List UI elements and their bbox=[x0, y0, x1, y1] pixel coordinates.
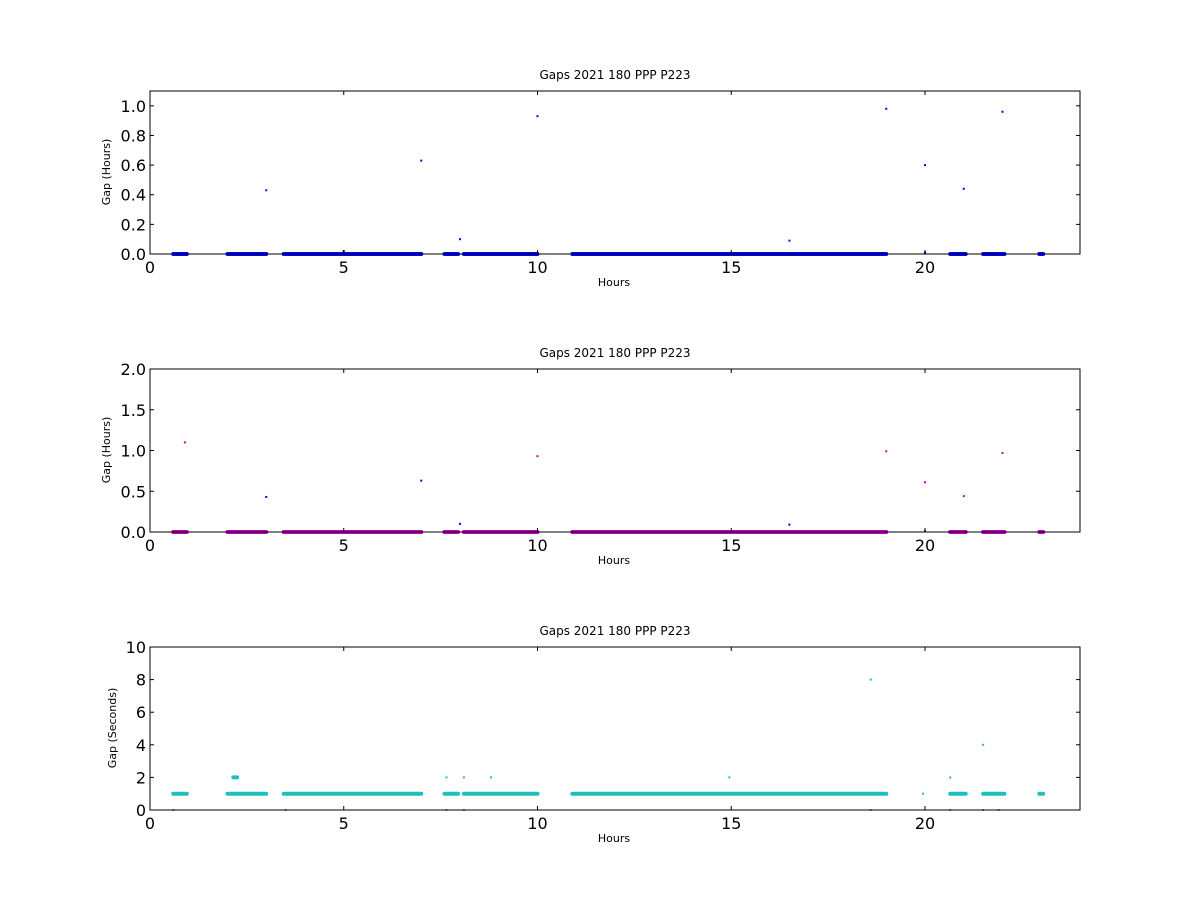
p2-xtick-label-3: 10 bbox=[527, 536, 547, 555]
p2-ytick-label-3: 1.0 bbox=[121, 442, 146, 461]
p3-series-1-point-5 bbox=[462, 776, 465, 779]
p3-ytick-label-3: 4 bbox=[136, 736, 146, 755]
p1-series-1-point-7 bbox=[885, 107, 888, 110]
p2-xtick-label-2: 5 bbox=[339, 536, 349, 555]
p1-ytick-label-4: 0.6 bbox=[121, 156, 146, 175]
p2-ytick-label-2: 0.5 bbox=[121, 482, 146, 501]
p2-ytick-label-5: 2.0 bbox=[121, 360, 146, 379]
p3-xtick-label-1: 0 bbox=[145, 814, 155, 833]
p1-series-1-point-8 bbox=[924, 164, 926, 167]
p1-series-1-point-1 bbox=[265, 189, 268, 192]
p2-ytick-label-1: 0.0 bbox=[121, 523, 146, 542]
panel-2-xlabel: Hours bbox=[598, 554, 630, 567]
panel-1-marks bbox=[171, 107, 1046, 256]
panel-1-ticks: 0 5 10 15 20 0.0 0.2 0.4 0.6 0.8 1.0 bbox=[121, 91, 1080, 277]
p1-xtick-label-5: 20 bbox=[915, 258, 935, 277]
panel-3-title: Gaps 2021 180 PPP P223 bbox=[539, 624, 690, 638]
panel-1-title: Gaps 2021 180 PPP P223 bbox=[539, 68, 690, 82]
p2-series-2-point-4 bbox=[924, 481, 926, 484]
panel-3-ylabel: Gap (Seconds) bbox=[106, 688, 119, 769]
p3-series-1-point-8 bbox=[728, 776, 731, 779]
p1-ytick-label-1: 0.0 bbox=[121, 245, 146, 264]
p2-series-2-point-3 bbox=[885, 450, 888, 453]
p1-series-1-point-6 bbox=[788, 239, 791, 242]
p3-xtick-label-2: 5 bbox=[339, 814, 349, 833]
p1-xtick-label-3: 10 bbox=[527, 258, 547, 277]
p1-ytick-label-3: 0.4 bbox=[121, 186, 146, 205]
p2-series-2-point-5 bbox=[962, 495, 965, 498]
panel-1-ylabel: Gap (Hours) bbox=[100, 139, 113, 206]
p3-series-1-point-3 bbox=[445, 776, 448, 779]
panel-1: Gaps 2021 180 PPP P223 0 5 10 15 20 0.0 0.2 0.4… bbox=[100, 68, 1081, 289]
p3-series-1-point-14 bbox=[982, 743, 985, 746]
p3-series-1-point-7 bbox=[490, 776, 492, 779]
p1-series-1-point-10 bbox=[962, 187, 965, 190]
p1-xtick-label-1: 0 bbox=[145, 258, 155, 277]
panel-2-marks bbox=[171, 441, 1046, 534]
panel-2-ylabel: Gap (Hours) bbox=[100, 417, 113, 484]
panel-2-frame bbox=[149, 368, 1081, 533]
p1-series-1-point-11 bbox=[1001, 110, 1004, 113]
p3-ytick-label-5: 8 bbox=[136, 671, 146, 690]
p1-xtick-label-4: 15 bbox=[721, 258, 741, 277]
p2-xtick-label-5: 20 bbox=[915, 536, 935, 555]
p3-series-1-point-11 bbox=[922, 792, 925, 795]
panel-3-ticks: 0 5 10 15 20 0 2 4 6 8 10 bbox=[126, 638, 1080, 833]
panel-3: Gaps 2021 180 PPP P223 0 5 10 15 20 0 2 4 6 8 10 H… bbox=[106, 624, 1081, 845]
p2-ytick-label-4: 1.5 bbox=[121, 401, 146, 420]
p2-series-1-point-4 bbox=[788, 523, 791, 526]
panel-3-marks bbox=[171, 678, 1046, 811]
p1-series-1-point-3 bbox=[420, 159, 423, 162]
p1-xtick-label-2: 5 bbox=[339, 258, 349, 277]
p3-series-1-point-12 bbox=[949, 776, 952, 779]
p3-xtick-label-5: 20 bbox=[915, 814, 935, 833]
p3-ytick-label-6: 10 bbox=[126, 638, 146, 657]
p1-ytick-label-2: 0.2 bbox=[121, 215, 146, 234]
p3-series-1-point-9 bbox=[869, 678, 872, 681]
p3-ytick-label-2: 2 bbox=[136, 768, 146, 787]
p3-ytick-label-4: 6 bbox=[136, 703, 146, 722]
p2-series-2-point-1 bbox=[183, 441, 186, 444]
p1-ytick-label-6: 1.0 bbox=[121, 97, 146, 116]
p2-series-2-point-2 bbox=[536, 455, 539, 458]
p3-ytick-label-1: 0 bbox=[136, 801, 146, 820]
p2-series-1-point-1 bbox=[265, 495, 268, 498]
p2-series-1-point-2 bbox=[420, 479, 423, 482]
p2-series-2-point-6 bbox=[1001, 451, 1004, 454]
p3-xtick-label-4: 15 bbox=[721, 814, 741, 833]
p1-series-1-point-4 bbox=[459, 238, 461, 241]
panel-1-xlabel: Hours bbox=[598, 276, 630, 289]
p2-xtick-label-1: 0 bbox=[145, 536, 155, 555]
panel-1-frame bbox=[149, 90, 1081, 255]
p1-series-1-point-5 bbox=[536, 115, 539, 118]
p2-xtick-label-4: 15 bbox=[721, 536, 741, 555]
panel-2-title: Gaps 2021 180 PPP P223 bbox=[539, 346, 690, 360]
panel-3-xlabel: Hours bbox=[598, 832, 630, 845]
p3-xtick-label-3: 10 bbox=[527, 814, 547, 833]
panel-2-ticks: 0 5 10 15 20 0.0 0.5 1.0 1.5 2.0 bbox=[121, 360, 1080, 555]
panel-3-frame bbox=[149, 646, 1081, 811]
p2-series-1-point-3 bbox=[459, 522, 461, 525]
p1-ytick-label-5: 0.8 bbox=[121, 126, 146, 145]
panel-2: Gaps 2021 180 PPP P223 0 5 10 15 20 0.0 0.5 1.0… bbox=[100, 346, 1081, 567]
